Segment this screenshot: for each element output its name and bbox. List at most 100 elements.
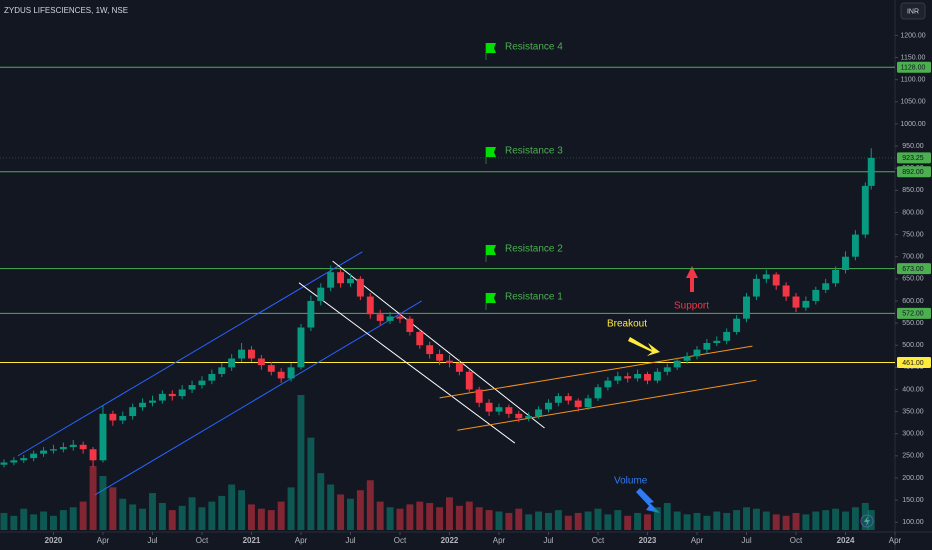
volume-bar <box>307 437 315 530</box>
volume-arrow <box>636 488 660 513</box>
y-tick-label: 700.00 <box>902 254 924 261</box>
candle-body <box>554 396 562 403</box>
volume-bar <box>59 510 67 530</box>
candle-body <box>515 413 523 419</box>
volume-bar <box>416 501 424 530</box>
candle-body <box>812 289 820 301</box>
candle-body <box>861 185 869 235</box>
currency-label[interactable]: INR <box>907 8 919 15</box>
annotation: Support <box>674 301 709 312</box>
volume-bar <box>683 514 691 530</box>
level-badge <box>897 356 931 368</box>
level-badge <box>897 166 931 178</box>
y-tick-label: 500.00 <box>902 342 924 349</box>
candle-body <box>406 318 414 332</box>
y-tick-label: 1100.00 <box>901 77 926 84</box>
y-tick-label: 1200.00 <box>900 32 925 39</box>
volume-bar <box>485 510 493 530</box>
volume-bar <box>455 505 463 530</box>
candle-body <box>802 300 810 308</box>
candle-body <box>564 396 572 401</box>
y-tick-label: 600.00 <box>902 298 924 305</box>
candle-body <box>782 285 790 297</box>
x-tick-label: Oct <box>394 536 407 545</box>
volume-bar <box>347 498 354 530</box>
y-tick-label: 1050.00 <box>900 99 925 106</box>
x-tick-label: Apr <box>97 536 110 545</box>
candle-body <box>168 393 176 397</box>
candle-body <box>485 402 493 412</box>
candle-body <box>455 362 463 372</box>
candle-body <box>0 462 8 465</box>
x-tick-label: 2023 <box>639 536 657 545</box>
x-tick-label: Apr <box>889 536 902 545</box>
volume-bar <box>614 510 622 530</box>
x-tick-label: Oct <box>790 536 803 545</box>
candle-body <box>337 272 345 284</box>
candle-body <box>59 447 67 450</box>
candle-body <box>733 318 741 332</box>
volume-bar <box>495 511 503 530</box>
volume-bar <box>396 508 404 530</box>
candle-body <box>79 444 87 450</box>
y-tick-label: 150.00 <box>902 497 924 504</box>
volume-bar <box>337 494 345 530</box>
candle-body <box>851 234 859 257</box>
volume-bar <box>30 514 38 530</box>
candle-body <box>832 269 840 284</box>
candle-body <box>683 356 691 361</box>
trendline <box>457 379 757 431</box>
volume-bar <box>535 511 543 530</box>
candle-body <box>317 287 325 301</box>
volume-bar <box>545 512 552 530</box>
x-tick-label: 2021 <box>243 536 261 545</box>
volume-bar <box>406 504 414 530</box>
candle-body <box>248 349 255 359</box>
candle-body <box>119 416 127 421</box>
volume-bar <box>317 473 325 530</box>
candle-body <box>446 360 453 363</box>
volume-bar <box>287 487 295 530</box>
candle-body <box>277 371 285 379</box>
level-badge-label: 673.00 <box>902 266 924 273</box>
candle-body <box>396 316 404 319</box>
candle-body <box>723 331 731 341</box>
volume-bar <box>703 515 711 530</box>
currency-button[interactable] <box>900 2 926 20</box>
volume-bar <box>158 503 166 530</box>
candle-body <box>356 278 364 297</box>
volume-bar <box>475 507 483 530</box>
candle-body <box>525 416 533 419</box>
annotation: Resistance 4 <box>505 42 563 53</box>
volume-bar <box>366 480 374 530</box>
volume-bar <box>653 507 661 530</box>
volume-bar <box>99 476 107 530</box>
candle-body <box>10 460 18 463</box>
volume-bar <box>376 501 384 530</box>
volume-bar <box>851 507 859 530</box>
candle-body <box>99 413 107 461</box>
candle-body <box>366 296 374 315</box>
candle-body <box>267 365 275 372</box>
volume-bar <box>663 503 671 530</box>
volume-bar <box>515 508 523 530</box>
volume-bar <box>584 511 592 530</box>
volume-bar <box>604 514 612 530</box>
candle-body <box>49 449 57 451</box>
y-tick-label: 1000.00 <box>900 121 925 128</box>
annotation: Volume <box>614 476 648 487</box>
candle-body <box>20 458 28 461</box>
candle-body <box>867 157 875 186</box>
candle-body <box>436 354 444 361</box>
candle-body <box>139 402 147 408</box>
volume-bar <box>644 514 651 530</box>
candle-body <box>149 400 156 403</box>
candle-body <box>208 373 216 381</box>
level-badge-label: 892.00 <box>902 169 924 176</box>
volume-bar <box>149 493 156 530</box>
candle-body <box>634 373 642 379</box>
volume-bar <box>693 512 701 530</box>
level-badge <box>897 263 931 275</box>
